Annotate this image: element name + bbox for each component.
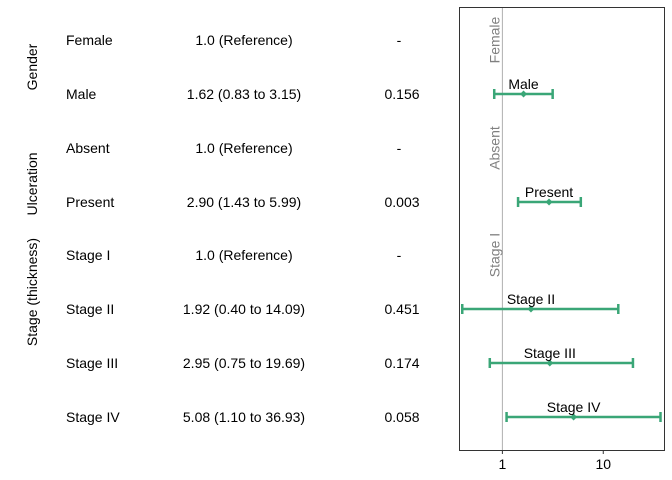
point-estimate [545, 198, 553, 206]
reference-level-label: Female [486, 16, 502, 63]
point-estimate [570, 413, 578, 421]
row-p-value: - [396, 247, 402, 263]
row-level: Stage IV [66, 409, 120, 425]
reference-level-label: Absent [486, 126, 502, 170]
point-label: Male [508, 76, 539, 92]
row-level: Stage III [66, 355, 119, 371]
point-estimate [520, 90, 528, 98]
point-estimate [546, 359, 554, 367]
row-p-value: 0.156 [384, 86, 420, 102]
row-p-value: 0.174 [384, 355, 420, 371]
row-p-value: 0.058 [384, 409, 420, 425]
row-estimate: 1.92 (0.40 to 14.09) [182, 301, 306, 317]
row-estimate: 1.0 (Reference) [195, 32, 293, 48]
row-p-value: - [396, 32, 402, 48]
row-level: Absent [66, 140, 110, 156]
row-level: Present [66, 194, 115, 210]
plot-frame [459, 7, 665, 451]
row-p-value: - [396, 140, 402, 156]
x-tick-label: 1 [498, 456, 506, 472]
row-estimate: 2.95 (0.75 to 19.69) [182, 355, 306, 371]
row-estimate: 5.08 (1.10 to 36.93) [182, 409, 306, 425]
point-estimate [527, 305, 535, 313]
row-estimate: 2.90 (1.43 to 5.99) [186, 194, 302, 210]
reference-level-label: Stage I [486, 233, 502, 277]
row-level: Stage I [66, 247, 111, 263]
row-p-value: 0.003 [384, 194, 420, 210]
row-level: Female [66, 32, 113, 48]
row-estimate: 1.0 (Reference) [195, 247, 293, 263]
point-label: Stage IV [547, 399, 601, 415]
x-tick-label: 10 [595, 456, 611, 472]
row-p-value: 0.451 [384, 301, 420, 317]
point-label: Stage III [524, 345, 576, 361]
row-estimate: 1.62 (0.83 to 3.15) [186, 86, 302, 102]
point-label: Present [525, 184, 573, 200]
row-estimate: 1.0 (Reference) [195, 140, 293, 156]
row-level: Male [66, 86, 97, 102]
row-level: Stage II [66, 301, 115, 317]
point-label: Stage II [507, 291, 555, 307]
